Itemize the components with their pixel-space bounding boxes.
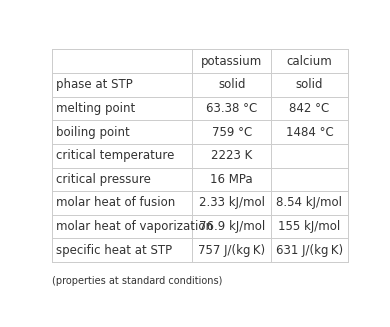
Text: calcium: calcium	[287, 55, 332, 68]
Text: critical temperature: critical temperature	[56, 149, 175, 162]
Text: 76.9 kJ/mol: 76.9 kJ/mol	[199, 220, 265, 233]
Text: specific heat at STP: specific heat at STP	[56, 244, 172, 257]
Text: 1484 °C: 1484 °C	[285, 126, 333, 139]
Text: 759 °C: 759 °C	[212, 126, 252, 139]
Text: solid: solid	[218, 78, 245, 91]
Text: molar heat of vaporization: molar heat of vaporization	[56, 220, 213, 233]
Text: solid: solid	[296, 78, 323, 91]
Text: 757 J/(kg K): 757 J/(kg K)	[198, 244, 265, 257]
Text: potassium: potassium	[201, 55, 262, 68]
Text: 2223 K: 2223 K	[211, 149, 252, 162]
Text: melting point: melting point	[56, 102, 136, 115]
Text: 63.38 °C: 63.38 °C	[206, 102, 257, 115]
Text: boiling point: boiling point	[56, 126, 130, 139]
Text: phase at STP: phase at STP	[56, 78, 133, 91]
Text: 631 J/(kg K): 631 J/(kg K)	[276, 244, 343, 257]
Text: (properties at standard conditions): (properties at standard conditions)	[52, 276, 222, 286]
Text: 155 kJ/mol: 155 kJ/mol	[278, 220, 340, 233]
Text: 842 °C: 842 °C	[289, 102, 330, 115]
Text: 8.54 kJ/mol: 8.54 kJ/mol	[277, 197, 342, 210]
Text: 2.33 kJ/mol: 2.33 kJ/mol	[199, 197, 265, 210]
Text: critical pressure: critical pressure	[56, 173, 151, 186]
Text: 16 MPa: 16 MPa	[210, 173, 253, 186]
Text: molar heat of fusion: molar heat of fusion	[56, 197, 176, 210]
